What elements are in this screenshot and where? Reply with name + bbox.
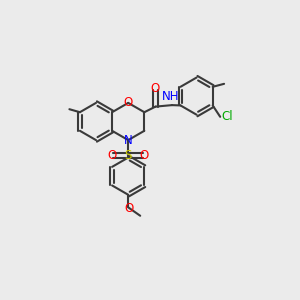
Text: N: N	[124, 134, 133, 147]
Text: S: S	[124, 149, 132, 162]
Text: O: O	[124, 96, 133, 110]
Text: NH: NH	[162, 90, 179, 103]
Text: O: O	[124, 202, 134, 215]
Text: O: O	[140, 149, 149, 162]
Text: Cl: Cl	[221, 110, 232, 123]
Text: O: O	[108, 149, 117, 162]
Text: O: O	[151, 82, 160, 94]
